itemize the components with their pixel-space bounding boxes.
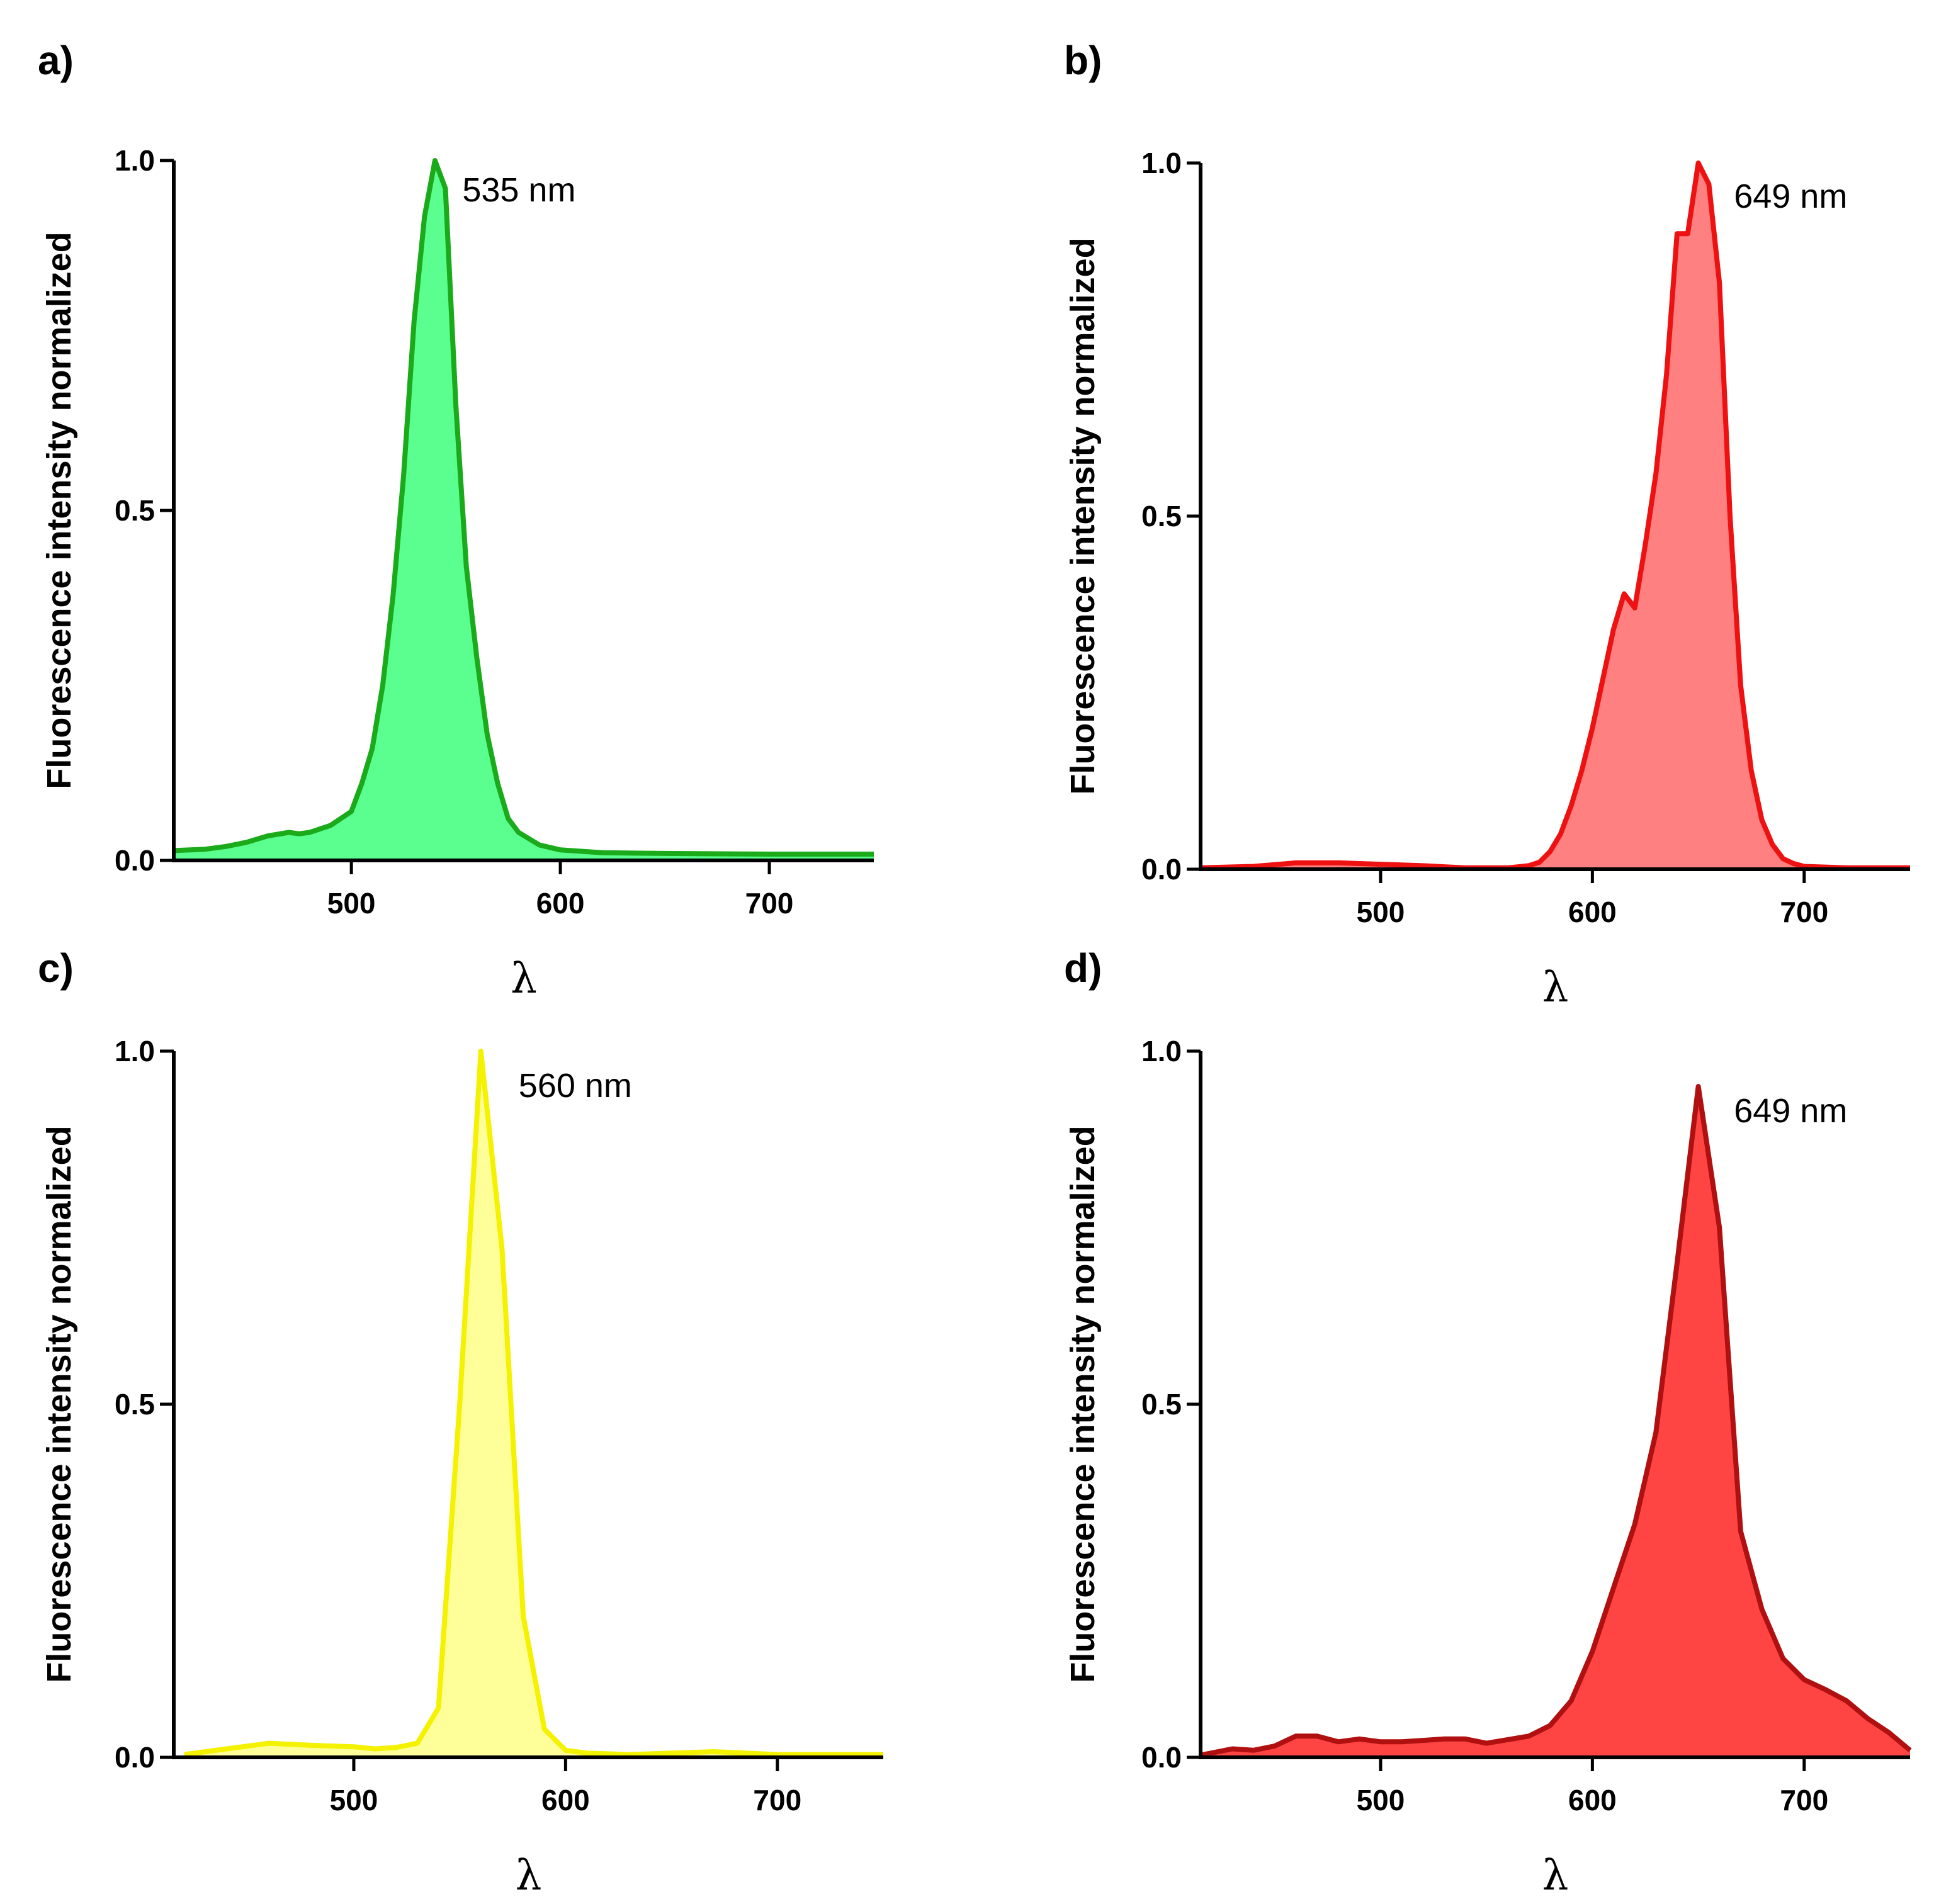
y-axis-title-d: Fluorescence intensity normalized bbox=[1064, 1125, 1102, 1682]
x-tick-label-c-700: 700 bbox=[753, 1784, 801, 1817]
x-axis-title-d: λ bbox=[1542, 1851, 1569, 1900]
x-axis-title-a: λ bbox=[511, 954, 537, 1003]
y-tick-label-a-1: 1.0 bbox=[115, 144, 155, 177]
peak-annotation-c: 560 nm bbox=[519, 1067, 632, 1105]
panel-label-b: b) bbox=[1064, 38, 1102, 83]
x-tick-label-c-600: 600 bbox=[541, 1784, 590, 1817]
spectrum-area-d bbox=[1201, 1086, 1910, 1757]
x-tick-label-a-500: 500 bbox=[327, 887, 376, 920]
panel-label-a: a) bbox=[38, 38, 74, 83]
x-tick-label-b-700: 700 bbox=[1780, 896, 1828, 928]
x-tick-label-a-700: 700 bbox=[745, 887, 794, 920]
x-tick-label-b-500: 500 bbox=[1357, 896, 1405, 928]
y-tick-label-d-0: 0.0 bbox=[1141, 1741, 1182, 1774]
panel-label-c: c) bbox=[38, 945, 74, 991]
y-axis-title-c: Fluorescence intensity normalized bbox=[40, 1125, 78, 1682]
y-axis-title-b: Fluorescence intensity normalized bbox=[1064, 237, 1102, 794]
x-axis-title-c: λ bbox=[516, 1851, 542, 1900]
x-tick-label-b-600: 600 bbox=[1568, 896, 1617, 928]
x-tick-label-d-500: 500 bbox=[1357, 1784, 1405, 1817]
y-tick-label-b-0: 0.0 bbox=[1141, 853, 1182, 886]
spectrum-line-d bbox=[1200, 1084, 1912, 1758]
y-tick-label-b-1: 1.0 bbox=[1141, 147, 1182, 179]
y-axis-title-a: Fluorescence intensity normalized bbox=[40, 232, 78, 789]
panel-label-d: d) bbox=[1064, 945, 1102, 991]
chart-panel-a: a) 0.0 0.5 1.0 500 600 700 Fluorescence … bbox=[38, 38, 874, 1003]
y-tick-label-b-0-5: 0.5 bbox=[1141, 500, 1182, 532]
y-tick-label-d-0-5: 0.5 bbox=[1141, 1388, 1182, 1421]
x-tick-label-a-600: 600 bbox=[536, 887, 585, 920]
y-tick-label-d-1: 1.0 bbox=[1141, 1035, 1182, 1067]
peak-annotation-b: 649 nm bbox=[1734, 177, 1847, 215]
y-tick-label-c-1: 1.0 bbox=[115, 1035, 155, 1067]
spectrum-line-a bbox=[173, 158, 874, 857]
y-tick-label-a-0: 0.0 bbox=[115, 844, 155, 877]
x-tick-label-c-500: 500 bbox=[330, 1784, 378, 1817]
chart-panel-b: b) 0.0 0.5 1.0 500 600 700 Fluorescence … bbox=[1064, 38, 1910, 1011]
peak-annotation-a: 535 nm bbox=[462, 171, 575, 209]
y-tick-label-c-0: 0.0 bbox=[115, 1741, 155, 1774]
spectrum-area-b bbox=[1201, 163, 1910, 869]
chart-panel-c: c) 0.0 0.5 1.0 500 600 700 Fluorescence … bbox=[38, 945, 883, 1900]
chart-panel-d: d) 0.0 0.5 1.0 500 600 700 Fluorescence … bbox=[1064, 945, 1912, 1900]
x-tick-label-d-600: 600 bbox=[1568, 1784, 1617, 1817]
x-axis-title-b: λ bbox=[1542, 963, 1569, 1011]
y-tick-label-c-0-5: 0.5 bbox=[115, 1388, 155, 1421]
spectrum-line-c bbox=[184, 1049, 883, 1757]
peak-annotation-d: 649 nm bbox=[1734, 1092, 1847, 1130]
y-tick-label-a-0-5: 0.5 bbox=[115, 494, 155, 527]
x-tick-label-d-700: 700 bbox=[1780, 1784, 1828, 1817]
